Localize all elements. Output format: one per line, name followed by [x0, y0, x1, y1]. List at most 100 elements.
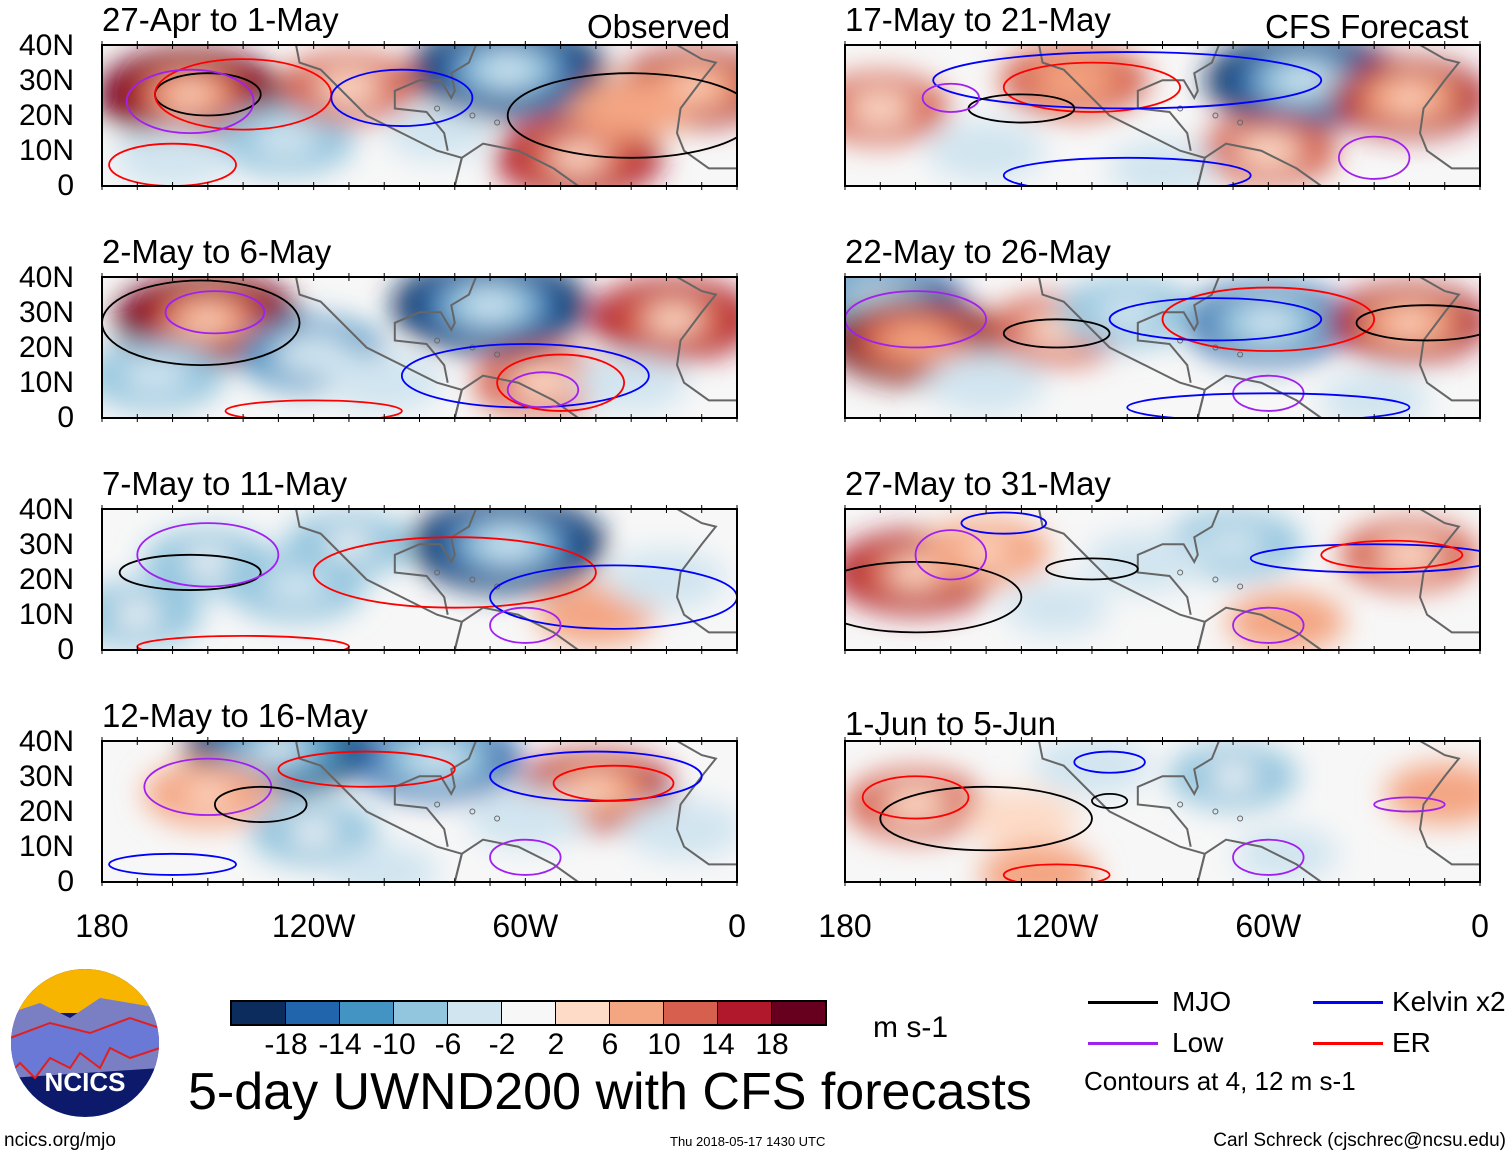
- low-contour: [914, 529, 988, 581]
- mjo-contour: [118, 553, 262, 591]
- coastline: [675, 741, 737, 866]
- low-contour: [921, 82, 980, 113]
- panel-title: 7-May to 11-May: [102, 465, 348, 502]
- low-contour: [136, 522, 280, 588]
- anomaly-mark: [1226, 591, 1346, 650]
- map-panel: [844, 505, 1481, 654]
- anomaly-mark: [171, 84, 209, 105]
- anomaly-mark: [481, 530, 534, 558]
- low-contour: [1337, 135, 1411, 180]
- low-contour: [1232, 838, 1305, 876]
- low-contour: [489, 838, 562, 876]
- island: [494, 351, 501, 358]
- kelvin-contour: [932, 51, 1323, 110]
- panel-title: 1-Jun to 5-Jun: [845, 705, 1056, 742]
- island: [494, 583, 501, 590]
- low-contour: [489, 606, 562, 644]
- low-contour: [506, 371, 580, 409]
- anomaly-mark: [846, 90, 914, 127]
- island: [1237, 815, 1244, 822]
- footer-url[interactable]: ncics.org/mjo: [4, 1130, 116, 1151]
- kelvin-contour: [400, 343, 650, 409]
- map-panel: [844, 737, 1481, 886]
- y-tick-label: 40N: [18, 493, 74, 526]
- colorbar-label: -6: [434, 1028, 462, 1061]
- kelvin-contour: [108, 852, 237, 876]
- y-tick-label: 30N: [18, 528, 74, 561]
- coastline: [453, 838, 579, 882]
- y-tick-label: 10N: [18, 134, 74, 167]
- mjo-contour: [845, 560, 1023, 634]
- coastline: [1136, 277, 1220, 383]
- legend-low-line: [1088, 1042, 1158, 1045]
- low-contour: [125, 68, 255, 135]
- anomaly-mark: [576, 779, 616, 802]
- er-contour: [1320, 539, 1464, 570]
- coastline: [1418, 45, 1480, 170]
- legend-er-line: [1313, 1042, 1383, 1045]
- contour-note: Contours at 4, 12 m s-1: [1084, 1066, 1356, 1096]
- low-contour: [164, 290, 266, 335]
- coastline: [1196, 142, 1322, 186]
- mjo-contour: [1002, 318, 1111, 349]
- anomaly-mark: [290, 819, 338, 846]
- x-tick-label: 60W: [1235, 908, 1302, 944]
- colorbar-swatch: [610, 1002, 664, 1024]
- coastline: [675, 45, 737, 170]
- kelvin-contour: [1002, 156, 1252, 186]
- kelvin-contour: [1073, 750, 1146, 774]
- coastline: [1136, 45, 1220, 151]
- coastline: [1136, 509, 1220, 615]
- anomaly-mark: [262, 568, 330, 605]
- colorbar-swatch: [556, 1002, 610, 1024]
- coastline: [1196, 606, 1322, 650]
- anomaly-mark: [964, 789, 1079, 849]
- map-panel: [101, 273, 738, 422]
- island: [494, 119, 501, 126]
- colorbar: [230, 1000, 827, 1026]
- mjo-contour: [506, 72, 737, 159]
- anomaly-mark: [1234, 133, 1302, 169]
- anomaly-mark: [465, 787, 585, 850]
- anomaly-mark: [624, 798, 737, 860]
- panel-title: 27-Apr to 1-May: [102, 1, 339, 38]
- coastline: [453, 374, 579, 418]
- anomaly-mark: [549, 142, 607, 173]
- er-contour: [224, 399, 403, 418]
- colorbar-label: 10: [647, 1028, 681, 1061]
- x-tick-label: 180: [75, 908, 129, 944]
- anomaly-mark: [1032, 741, 1152, 797]
- anomaly-mark: [113, 127, 232, 186]
- colorbar-label: -2: [488, 1028, 516, 1061]
- coastline: [1418, 509, 1480, 634]
- y-tick-label: 0: [57, 633, 74, 666]
- anomaly-mark: [113, 602, 161, 628]
- anomaly-mark: [574, 353, 689, 413]
- y-tick-label: 40N: [18, 261, 74, 294]
- coastline: [1196, 838, 1322, 882]
- colorbar-swatch: [502, 1002, 556, 1024]
- panel-title: 2-May to 6-May: [102, 233, 332, 270]
- anomaly-mark: [324, 352, 444, 414]
- coastline: [1038, 277, 1207, 418]
- y-tick-label: 0: [57, 401, 74, 434]
- anomaly-mark: [1389, 312, 1430, 334]
- island: [1177, 801, 1184, 808]
- anomaly-mark: [184, 549, 232, 575]
- kelvin-contour: [1126, 392, 1411, 418]
- anomaly-mark: [464, 291, 517, 319]
- colorbar-label: -10: [372, 1028, 416, 1061]
- svg-text:NCICS: NCICS: [45, 1067, 126, 1097]
- mjo-contour: [1045, 557, 1139, 581]
- ncics-logo: NCICS: [11, 969, 159, 1117]
- anomaly-mark: [979, 844, 1099, 882]
- y-tick-label: 30N: [18, 760, 74, 793]
- island: [434, 801, 441, 808]
- island: [1237, 583, 1244, 590]
- island: [469, 808, 476, 815]
- panel-title: 12-May to 16-May: [102, 697, 368, 734]
- coastline: [393, 509, 477, 615]
- x-tick-label: 0: [728, 908, 746, 944]
- legend-mjo: MJO: [1172, 986, 1232, 1017]
- y-tick-label: 20N: [18, 331, 74, 364]
